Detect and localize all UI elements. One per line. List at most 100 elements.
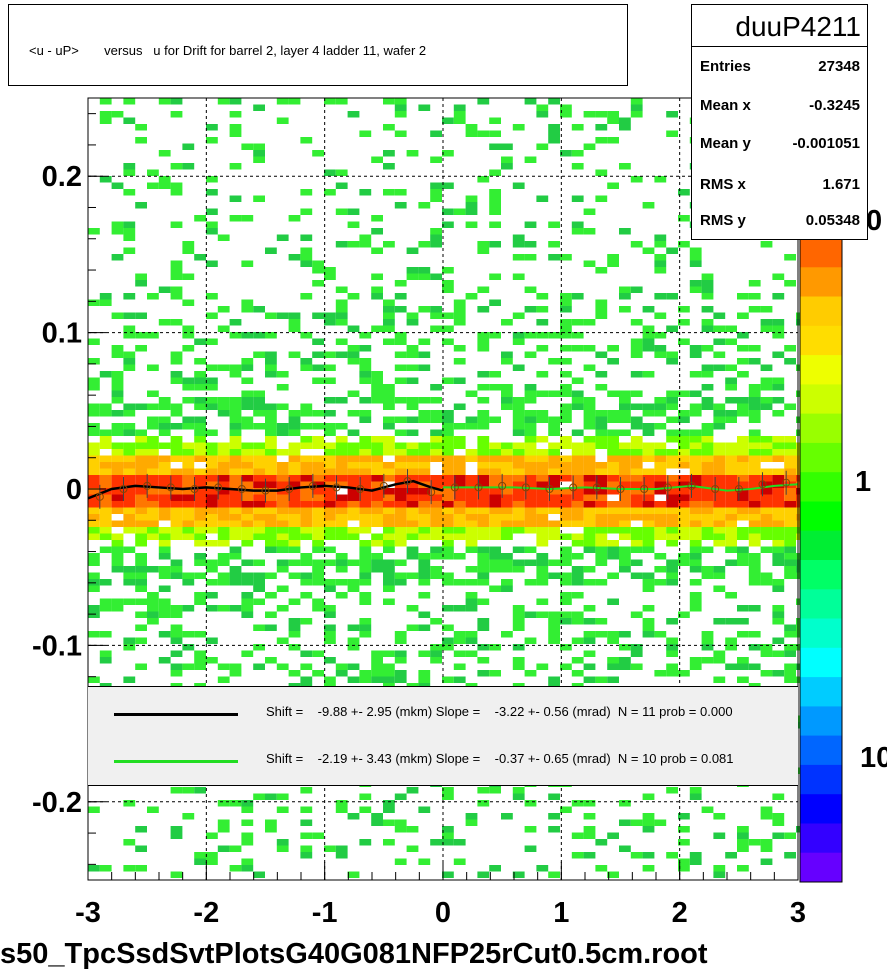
heatmap-cell	[394, 364, 407, 371]
heatmap-cell	[501, 481, 513, 488]
heatmap-cell	[453, 637, 466, 644]
data-point	[403, 477, 412, 486]
heatmap-cell	[654, 345, 667, 352]
heatmap-cell	[512, 403, 525, 410]
heatmap-cell	[619, 475, 631, 482]
heatmap-cell	[229, 546, 242, 553]
heatmap-cell	[253, 585, 265, 592]
heatmap-cell	[418, 202, 431, 209]
heatmap-cell	[206, 176, 218, 183]
heatmap-cell	[99, 475, 112, 482]
heatmap-cell	[772, 397, 785, 404]
heatmap-cell	[619, 455, 631, 462]
heatmap-cell	[418, 468, 431, 475]
heatmap-cell	[99, 865, 112, 872]
heatmap-cell	[158, 611, 171, 618]
heatmap-cell	[737, 501, 749, 508]
heatmap-cell	[99, 507, 112, 514]
heatmap-cell	[595, 839, 608, 846]
heatmap-cell	[772, 793, 785, 800]
heatmap-cell	[642, 618, 655, 625]
heatmap-cell	[489, 130, 501, 137]
heatmap-cell	[147, 618, 159, 625]
heatmap-cell	[347, 663, 360, 670]
heatmap-cell	[453, 676, 466, 683]
heatmap-cell	[182, 663, 195, 670]
heatmap-cell	[383, 319, 395, 326]
heatmap-cell	[147, 806, 159, 813]
heatmap-cell	[300, 455, 313, 462]
heatmap-cell	[394, 481, 407, 488]
heatmap-cell	[406, 150, 419, 157]
heatmap-cell	[713, 618, 726, 625]
heatmap-cell	[383, 449, 395, 456]
data-point	[95, 492, 104, 501]
heatmap-cell	[182, 143, 195, 150]
heatmap-cell	[383, 514, 395, 521]
heatmap-cell	[701, 455, 714, 462]
heatmap-cell	[288, 618, 301, 625]
heatmap-cell	[689, 787, 702, 794]
heatmap-cell	[229, 670, 242, 677]
heatmap-cell	[725, 507, 737, 514]
heatmap-cell	[477, 436, 490, 443]
heatmap-cell	[489, 241, 501, 248]
heatmap-cell	[406, 624, 419, 631]
heatmap-cell	[560, 455, 572, 462]
heatmap-cell	[760, 650, 773, 657]
heatmap-cell	[713, 338, 726, 345]
heatmap-cell	[158, 462, 171, 469]
heatmap-cell	[335, 442, 348, 449]
heatmap-cell	[347, 241, 360, 248]
heatmap-cell	[229, 520, 242, 527]
heatmap-cell	[418, 462, 431, 469]
heatmap-cell	[666, 501, 678, 508]
heatmap-cell	[253, 104, 265, 111]
heatmap-cell	[772, 605, 785, 612]
heatmap-cell	[560, 644, 572, 651]
heatmap-cell	[642, 813, 655, 820]
heatmap-cell	[324, 605, 336, 612]
heatmap-cell	[217, 605, 230, 612]
heatmap-cell	[442, 826, 454, 833]
heatmap-cell	[607, 468, 619, 475]
heatmap-cell	[548, 826, 560, 833]
heatmap-cell	[571, 397, 584, 404]
heatmap-cell	[88, 468, 100, 475]
heatmap-cell	[312, 410, 324, 417]
heatmap-cell	[512, 234, 525, 241]
heatmap-cell	[383, 475, 395, 482]
heatmap-cell	[630, 338, 643, 345]
heatmap-cell	[760, 319, 773, 326]
palette-label-top: 0	[866, 205, 883, 237]
heatmap-cell	[123, 358, 136, 365]
heatmap-cell	[524, 475, 537, 482]
heatmap-cell	[666, 436, 678, 443]
heatmap-cell	[477, 871, 490, 878]
heatmap-cell	[477, 546, 490, 553]
palette-cell	[800, 501, 842, 532]
heatmap-cell	[253, 306, 265, 313]
heatmap-cell	[147, 468, 159, 475]
heatmap-cell	[347, 507, 360, 514]
heatmap-cell	[666, 403, 678, 410]
heatmap-cell	[772, 813, 785, 820]
heatmap-cell	[111, 481, 124, 488]
heatmap-cell	[442, 488, 454, 495]
heatmap-cell	[748, 663, 761, 670]
heatmap-cell	[135, 520, 147, 527]
heatmap-cell	[465, 416, 478, 423]
heatmap-cell	[689, 286, 702, 293]
heatmap-cell	[689, 475, 702, 482]
heatmap-cell	[477, 371, 490, 378]
heatmap-cell	[489, 546, 501, 553]
heatmap-cell	[583, 410, 596, 417]
heatmap-cell	[88, 455, 100, 462]
heatmap-cell	[524, 481, 537, 488]
palette-cell	[800, 355, 842, 385]
heatmap-cell	[135, 332, 147, 339]
heatmap-cell	[784, 462, 796, 469]
heatmap-cell	[111, 546, 124, 553]
heatmap-cell	[713, 865, 726, 872]
heatmap-cell	[477, 176, 490, 183]
